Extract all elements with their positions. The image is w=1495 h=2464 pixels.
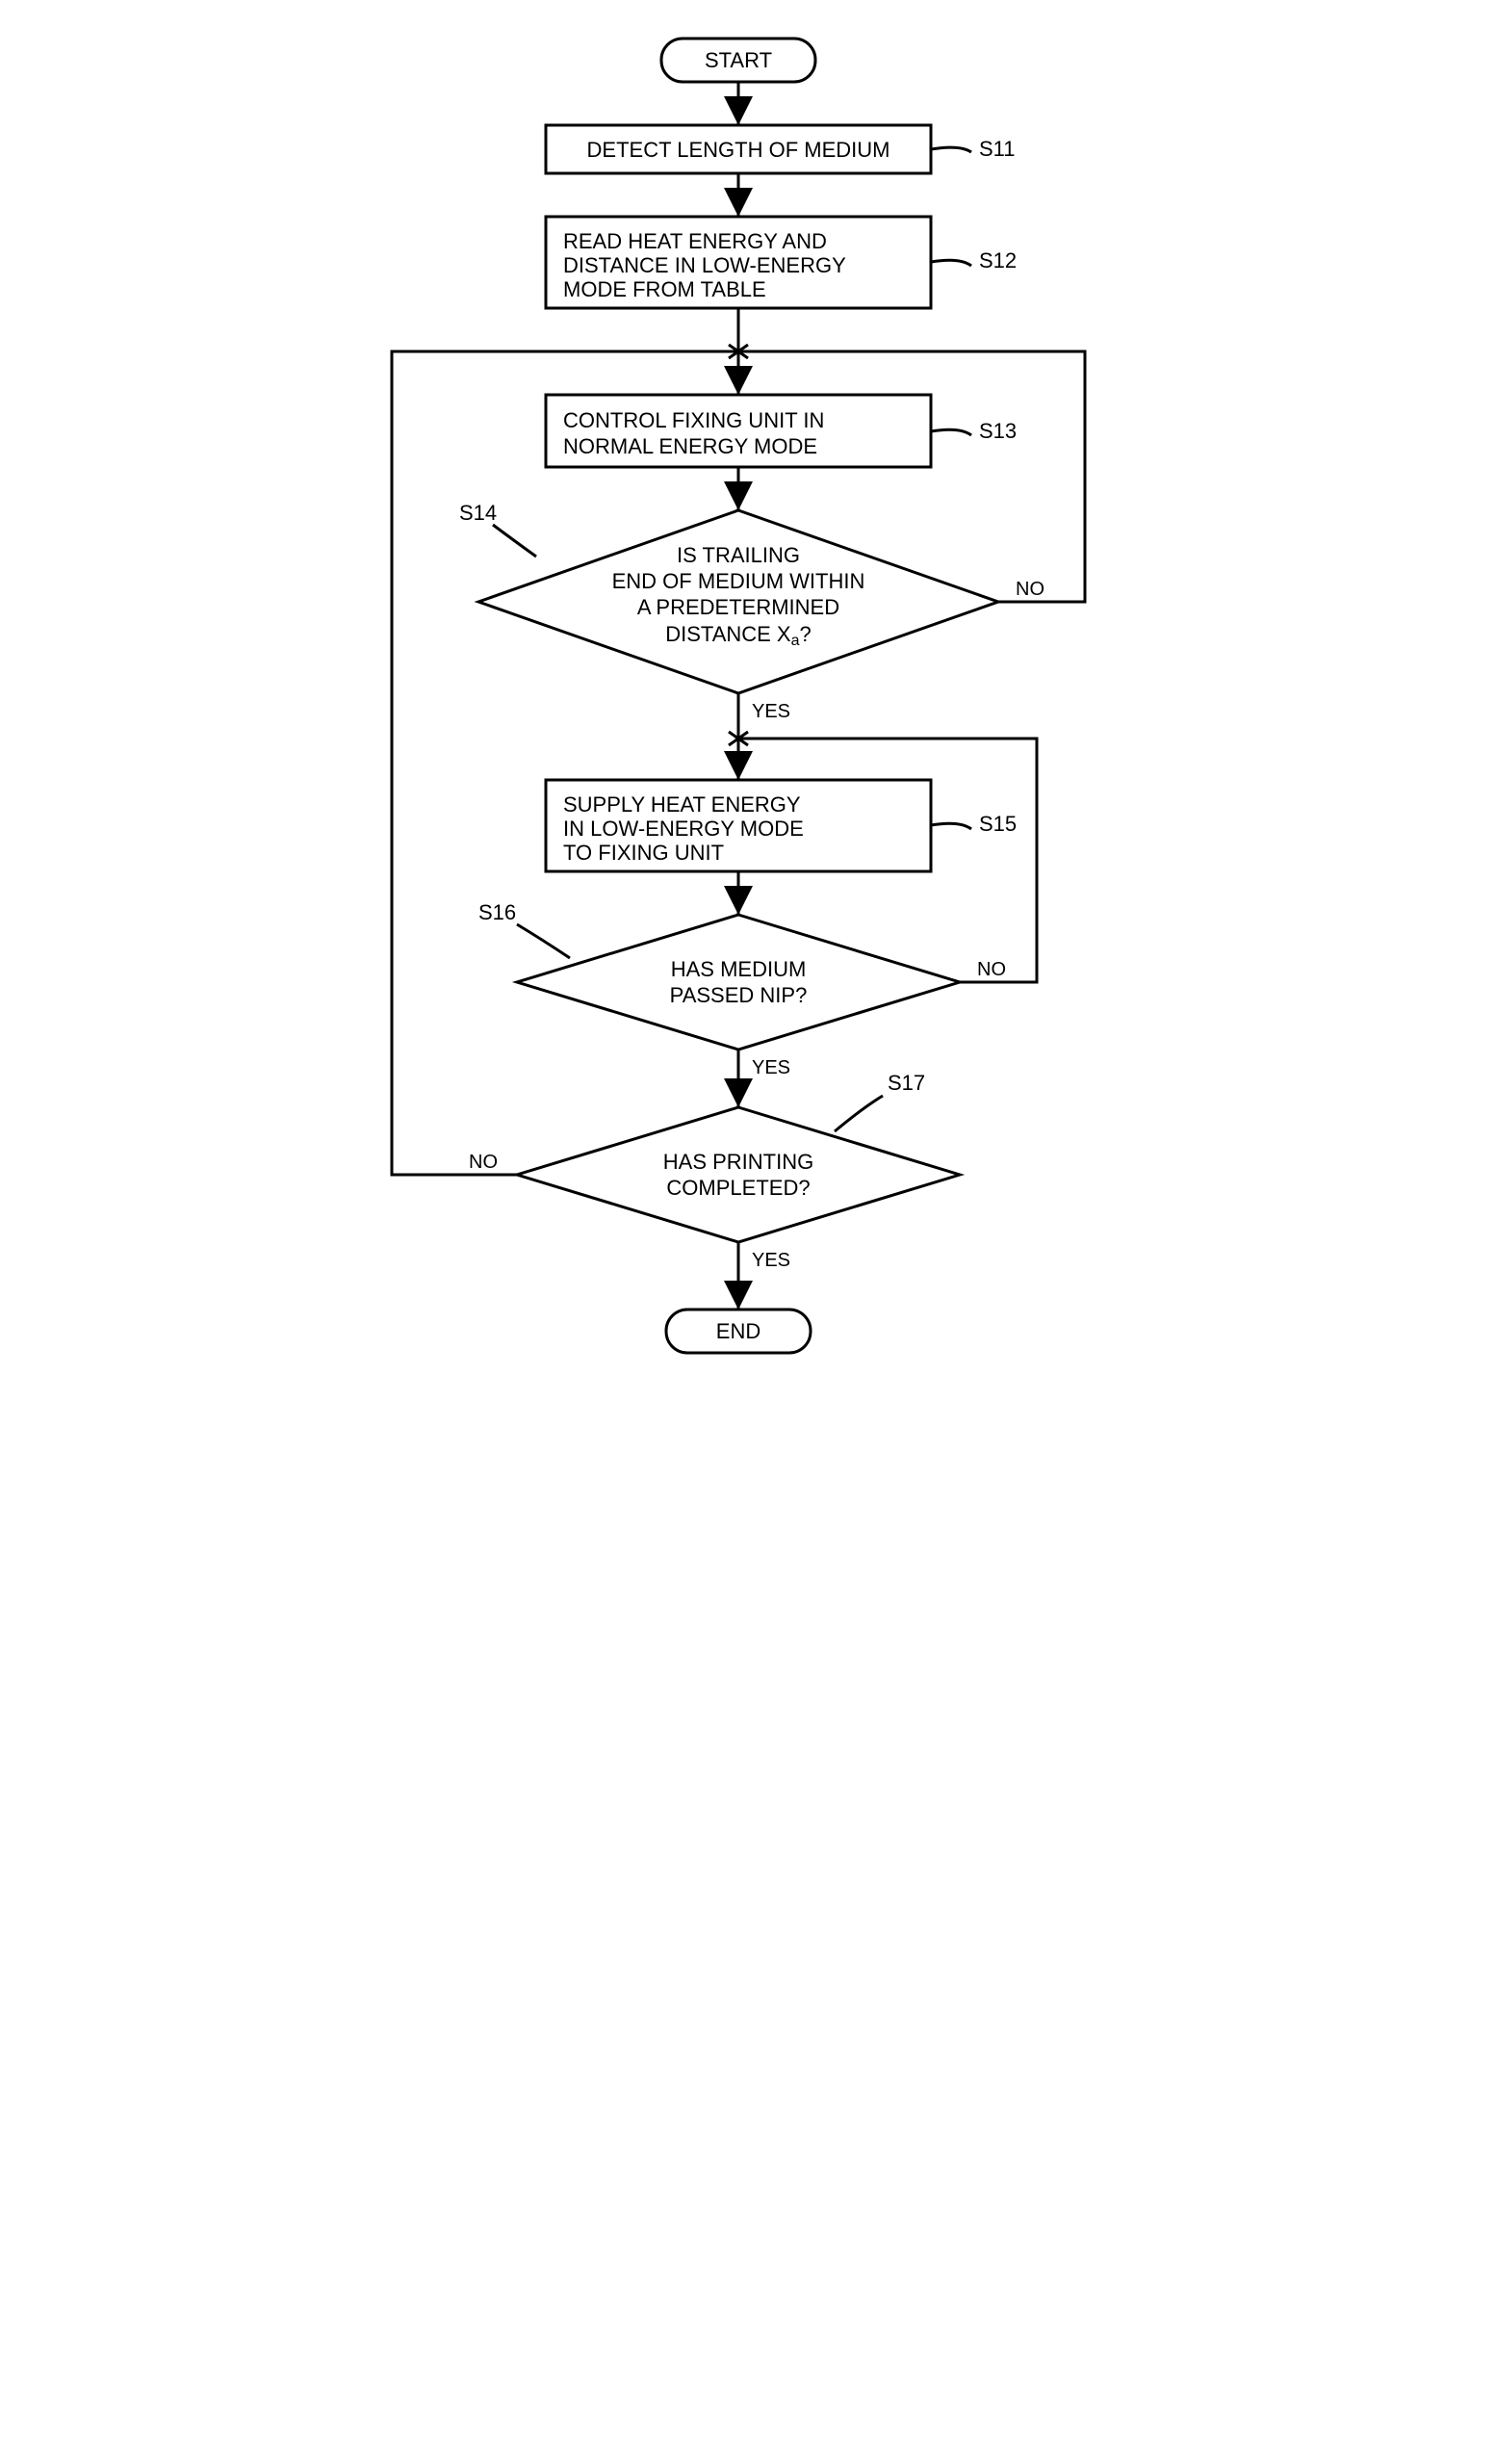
step-s16-line1: HAS MEDIUM — [670, 957, 806, 981]
step-s15-id: S15 — [979, 812, 1017, 836]
step-s16-id: S16 — [478, 900, 516, 924]
step-s12-id: S12 — [979, 248, 1017, 272]
s14-yes-label: YES — [752, 701, 790, 722]
s17-no-label: NO — [469, 1152, 498, 1173]
step-s15-line1: SUPPLY HEAT ENERGY — [563, 792, 801, 817]
step-s14-line1: IS TRAILING — [677, 543, 800, 567]
s16-yes-label: YES — [752, 1057, 790, 1078]
step-s14-line4a: DISTANCE X — [665, 622, 791, 646]
s14-no-label: NO — [1016, 579, 1044, 600]
svg-text:DISTANCE Xa?: DISTANCE Xa? — [665, 622, 812, 649]
step-s11-id: S11 — [979, 137, 1016, 161]
step-s17-id: S17 — [888, 1071, 925, 1095]
step-s12-line2: DISTANCE IN LOW-ENERGY — [563, 253, 846, 277]
step-s14-id: S14 — [459, 501, 497, 525]
step-s15-line2: IN LOW-ENERGY MODE — [563, 817, 804, 841]
step-s17-line1: HAS PRINTING — [662, 1150, 812, 1174]
step-s11-text: DETECT LENGTH OF MEDIUM — [586, 138, 889, 162]
step-s15-line3: TO FIXING UNIT — [563, 841, 724, 865]
step-s13-line1: CONTROL FIXING UNIT IN — [563, 408, 824, 432]
step-s16-line2: PASSED NIP? — [669, 983, 807, 1007]
start-label: START — [704, 48, 771, 72]
step-s14-sub: a — [790, 633, 799, 649]
flowchart: START DETECT LENGTH OF MEDIUM S11 READ H… — [324, 19, 1172, 1415]
step-s13-line2: NORMAL ENERGY MODE — [563, 434, 817, 458]
step-s14-line3: A PREDETERMINED — [636, 595, 838, 619]
s16-no-label: NO — [977, 959, 1006, 980]
step-s17-line2: COMPLETED? — [666, 1176, 810, 1200]
step-s12-line1: READ HEAT ENERGY AND — [563, 229, 827, 253]
end-label: END — [715, 1319, 760, 1343]
step-s12-line3: MODE FROM TABLE — [563, 277, 766, 301]
step-s13-id: S13 — [979, 419, 1017, 443]
s17-yes-label: YES — [752, 1250, 790, 1271]
step-s14-line2: END OF MEDIUM WITHIN — [611, 569, 864, 593]
